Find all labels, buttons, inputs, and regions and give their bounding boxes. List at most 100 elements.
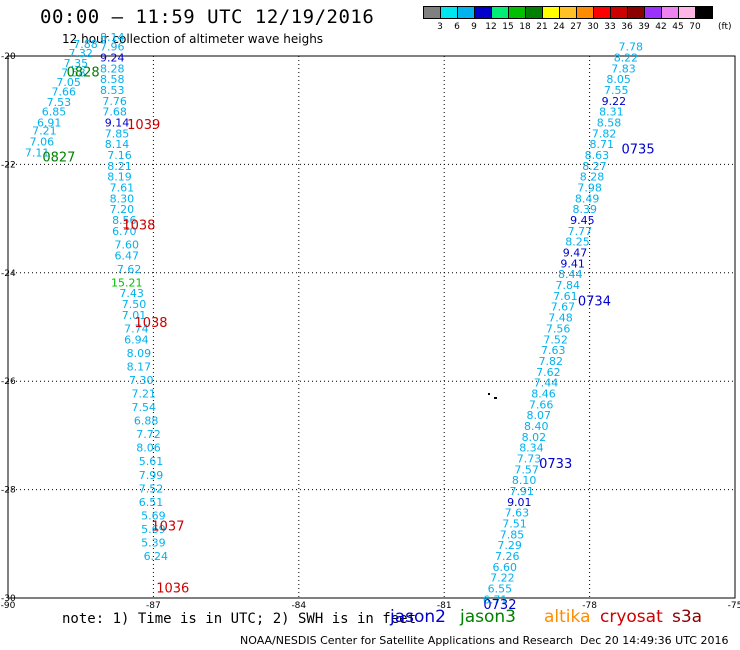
wave-height-label: 7.20 — [110, 203, 135, 216]
wave-height-label: 8.49 — [575, 192, 600, 205]
wave-height-label: 8.14 — [105, 138, 130, 151]
wave-height-label: 9.24 — [100, 51, 125, 64]
wave-height-label: 15.21 — [111, 276, 143, 289]
lat-tick-label: -28 — [1, 486, 16, 496]
lon-tick-label: -84 — [291, 601, 306, 611]
wave-height-label: 7.35 — [64, 57, 89, 70]
pass-time-label: 0735 — [622, 143, 655, 158]
wave-height-label: 7.98 — [577, 182, 602, 195]
wave-height-label: 8.27 — [582, 160, 607, 173]
wave-height-label: 7.63 — [505, 507, 530, 520]
wave-height-label: 7.72 — [136, 428, 161, 441]
wave-height-label: 6.24 — [144, 550, 169, 563]
lon-tick-label: -81 — [437, 601, 452, 611]
wave-height-label: 7.84 — [556, 279, 581, 292]
wave-height-label: 7.96 — [100, 41, 125, 54]
wave-height-label: 7.62 — [536, 366, 561, 379]
scale-label: 6 — [454, 22, 460, 32]
scale-label: 9 — [471, 22, 477, 32]
wave-height-label: 6.91 — [37, 116, 62, 129]
wave-height-label: 7.60 — [114, 238, 139, 251]
pass-time-label: 0827 — [42, 151, 75, 166]
pass-time-label: 1038 — [134, 316, 167, 331]
wave-height-label: 9.22 — [602, 95, 627, 108]
wave-height-label: 8.31 — [599, 106, 624, 119]
wave-height-label: 9.01 — [507, 496, 532, 509]
wave-height-label: 6.60 — [493, 561, 518, 574]
wave-height-label: 7.06 — [30, 135, 55, 148]
wave-height-label: 8.71 — [589, 138, 614, 151]
wave-height-label: 6.94 — [124, 333, 149, 346]
wave-height-label: 7.62 — [117, 263, 142, 276]
wave-height-label: 7.44 — [534, 377, 559, 390]
scale-label: 12 — [485, 22, 497, 32]
lat-tick-label: -30 — [1, 594, 16, 604]
wave-height-label: 7.21 — [32, 125, 57, 138]
pass-time-label: 0734 — [578, 294, 611, 309]
scale-label: 27 — [570, 22, 582, 32]
wave-height-label: 7.57 — [514, 463, 539, 476]
wave-height-label: 6.88 — [134, 415, 159, 428]
figure-subtitle: 12 hour collection of altimeter wave hei… — [62, 32, 324, 46]
wave-height-label: 7.21 — [131, 387, 156, 400]
wave-height-label: 7.82 — [539, 355, 564, 368]
wave-height-label: 7.61 — [553, 290, 578, 303]
wave-height-label: 7.91 — [509, 485, 534, 498]
wave-height-label: 7.50 — [122, 298, 147, 311]
wave-height-label: 8.28 — [580, 171, 605, 184]
wave-height-label: 7.52 — [543, 333, 568, 346]
wave-height-label: 7.82 — [592, 127, 617, 140]
wave-height-label: 9.14 — [105, 116, 130, 129]
scale-label: 42 — [655, 22, 667, 32]
legend-altika: altika — [544, 607, 591, 627]
pass-time-label: 0733 — [539, 457, 572, 472]
wave-height-label: 7.66 — [529, 398, 554, 411]
wave-height-label: 8.34 — [519, 442, 544, 455]
wave-height-label: 7.77 — [568, 225, 593, 238]
wave-height-label: 7.99 — [139, 469, 164, 482]
wave-height-label: 7.16 — [107, 149, 132, 162]
wave-height-label: 5.69 — [141, 509, 166, 522]
pass-time-label: 0828 — [67, 66, 100, 81]
pass-time-label: 0732 — [483, 598, 516, 613]
wave-height-label: 7.85 — [105, 127, 130, 140]
scale-label: 39 — [638, 22, 650, 32]
scale-label: 15 — [502, 22, 514, 32]
wave-height-label: 8.07 — [526, 409, 551, 422]
wave-height-label: 7.54 — [131, 401, 156, 414]
wave-height-label: 8.40 — [524, 420, 549, 433]
scale-unit-label: (ft) — [718, 22, 732, 32]
scale-label: 36 — [621, 22, 633, 32]
wave-height-label: 7.55 — [604, 84, 629, 97]
wave-height-label: 8.06 — [136, 442, 161, 455]
wave-height-label: 6.85 — [42, 106, 67, 119]
wave-height-label: 7.68 — [102, 106, 127, 119]
wave-height-label: 7.48 — [548, 312, 573, 325]
wave-height-label: 8.22 — [614, 51, 639, 64]
wave-height-label: 9.45 — [570, 214, 595, 227]
pass-time-label: 1037 — [151, 519, 184, 534]
wave-height-label: 6.51 — [139, 496, 164, 509]
wave-height-label: 8.58 — [597, 116, 622, 129]
scale-label: 33 — [604, 22, 616, 32]
wave-height-label: 8.21 — [107, 160, 132, 173]
footer-note: note: 1) Time is in UTC; 2) SWH is in fe… — [62, 611, 417, 627]
wave-height-label: 5.61 — [139, 455, 164, 468]
wave-height-label: 8.09 — [127, 347, 152, 360]
scale-label: 30 — [587, 22, 599, 32]
wave-height-label: 7.85 — [500, 528, 525, 541]
wave-height-label: 5.39 — [141, 537, 166, 550]
pass-time-label: 1036 — [156, 582, 189, 597]
wave-height-label: 5.69 — [141, 523, 166, 536]
wave-height-label: 7.22 — [490, 572, 515, 585]
scale-label: 70 — [689, 22, 701, 32]
lon-tick-label: -87 — [146, 601, 161, 611]
lat-tick-label: -22 — [1, 160, 16, 170]
wave-height-label: 8.56 — [112, 214, 137, 227]
wave-height-label: 7.61 — [110, 182, 135, 195]
legend-cryosat: cryosat — [600, 607, 663, 627]
wave-height-label: 8.63 — [585, 149, 610, 162]
wave-height-label: 7.30 — [129, 374, 154, 387]
wave-height-label: 7.78 — [619, 41, 644, 54]
